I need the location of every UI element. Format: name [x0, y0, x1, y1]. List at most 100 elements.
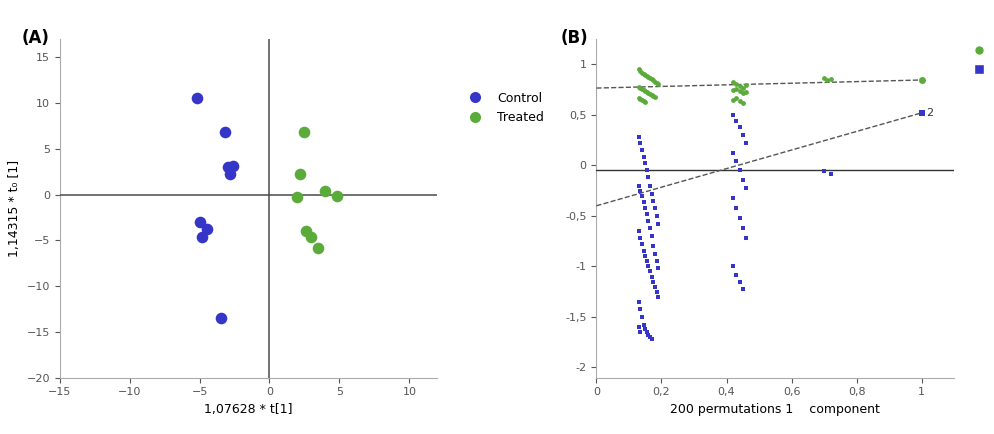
Point — [635, 71, 651, 78]
Point — [631, 134, 647, 141]
Point — [192, 219, 208, 226]
Point — [635, 322, 651, 329]
Point — [732, 214, 747, 221]
Point — [645, 243, 661, 250]
Point — [631, 227, 647, 234]
Point — [213, 315, 229, 322]
Point — [637, 160, 653, 167]
Point — [819, 77, 835, 84]
Point — [640, 174, 656, 181]
Point — [649, 212, 665, 219]
Point — [632, 84, 648, 91]
Point — [640, 74, 656, 81]
Point — [739, 140, 754, 147]
Point — [642, 75, 658, 82]
Point — [635, 198, 651, 205]
Point — [640, 217, 656, 224]
Point — [732, 87, 747, 94]
Point — [647, 93, 663, 100]
Point — [735, 99, 750, 106]
Point — [639, 88, 655, 95]
Point — [645, 77, 661, 84]
Point — [644, 190, 660, 197]
Point — [735, 224, 750, 231]
Point — [640, 263, 656, 270]
Point — [650, 80, 666, 87]
Text: (B): (B) — [561, 29, 588, 47]
Point — [645, 92, 661, 99]
Point — [644, 273, 660, 280]
Point — [650, 220, 666, 227]
Point — [913, 109, 929, 116]
Point — [732, 82, 747, 89]
Point — [725, 96, 741, 103]
Point — [634, 147, 650, 154]
Point — [298, 228, 314, 235]
Point — [634, 192, 650, 199]
Point — [644, 76, 660, 83]
Point — [195, 233, 211, 240]
Text: 2: 2 — [926, 108, 933, 118]
Point — [823, 76, 839, 83]
Point — [645, 278, 661, 285]
Point — [725, 112, 741, 118]
Point — [823, 171, 839, 178]
Point — [637, 98, 653, 105]
Point — [739, 184, 754, 191]
Point — [634, 313, 650, 320]
Point — [729, 94, 745, 101]
Point — [735, 176, 750, 183]
Point — [649, 258, 665, 265]
Point — [644, 233, 660, 240]
Point — [913, 76, 929, 83]
Point — [310, 244, 326, 251]
Point — [631, 94, 647, 101]
Point — [650, 265, 666, 272]
Point — [642, 90, 658, 97]
Point — [637, 253, 653, 260]
Point — [647, 78, 663, 85]
X-axis label: 200 permutations 1    component: 200 permutations 1 component — [670, 403, 881, 416]
Point — [649, 288, 665, 295]
Point — [631, 298, 647, 305]
Point — [649, 79, 665, 86]
Point — [725, 263, 741, 270]
Point — [739, 81, 754, 88]
Point — [329, 192, 345, 199]
Point — [217, 129, 233, 136]
Text: (A): (A) — [22, 29, 50, 47]
Point — [639, 73, 655, 80]
Point — [642, 334, 658, 341]
Point — [632, 235, 648, 242]
Point — [220, 164, 236, 171]
Y-axis label: 1,14315 * t₀ [1]: 1,14315 * t₀ [1] — [8, 160, 21, 257]
Point — [226, 163, 242, 170]
Point — [739, 88, 754, 95]
Point — [632, 140, 648, 147]
Point — [644, 336, 660, 343]
Point — [632, 68, 648, 75]
Point — [729, 85, 745, 92]
Point — [289, 194, 305, 201]
Point — [739, 235, 754, 242]
Point — [640, 332, 656, 339]
Point — [635, 248, 651, 255]
Point — [642, 182, 658, 189]
Point — [732, 278, 747, 285]
Point — [631, 83, 647, 90]
Point — [199, 226, 215, 233]
Point — [634, 85, 650, 92]
Point — [725, 150, 741, 157]
Point — [735, 89, 750, 96]
Point — [635, 154, 651, 161]
Point — [645, 197, 661, 204]
Point — [634, 70, 650, 77]
Point — [631, 324, 647, 331]
Point — [296, 129, 312, 136]
X-axis label: 1,07628 * t[1]: 1,07628 * t[1] — [204, 403, 293, 416]
Point — [816, 75, 832, 82]
Point — [223, 171, 239, 178]
Point — [725, 78, 741, 85]
Point — [650, 293, 666, 300]
Point — [644, 91, 660, 98]
